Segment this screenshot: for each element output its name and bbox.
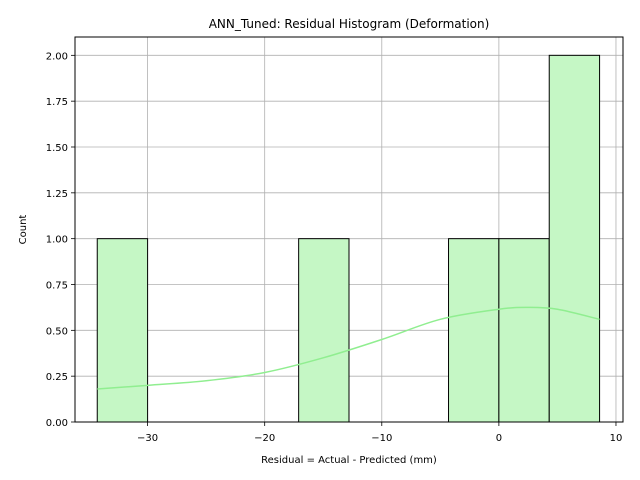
y-tick-label: 0.25 <box>46 372 68 383</box>
plot-frame <box>74 36 624 423</box>
x-tick-label: −20 <box>254 433 275 444</box>
histogram-bars <box>96 54 601 423</box>
histogram-bar <box>96 238 149 423</box>
kde-curve-group <box>97 306 600 390</box>
y-tick-label: 1.00 <box>46 235 68 246</box>
x-tick-label: 10 <box>610 433 623 444</box>
y-tick-label: 0.50 <box>46 326 68 337</box>
x-axis-title: Residual = Actual - Predicted (mm) <box>261 455 437 466</box>
y-tick-label: 2.00 <box>46 51 68 62</box>
histogram-bar <box>448 238 500 423</box>
x-tick-label: 0 <box>496 433 502 444</box>
y-axis-title: Count <box>18 215 29 245</box>
kde-curve <box>97 306 600 390</box>
y-tick-label: 1.25 <box>46 189 68 200</box>
histogram-bar <box>298 238 350 423</box>
histogram-bar <box>548 54 601 423</box>
x-tick-label: −30 <box>137 433 158 444</box>
y-axis-ticks: 0.00 0.25 0.50 0.75 1.00 1.25 1.50 1.75 2.00 <box>46 51 75 429</box>
y-tick-label: 0.75 <box>46 281 68 292</box>
y-tick-label: 1.75 <box>46 97 68 108</box>
y-tick-label: 1.50 <box>46 143 68 154</box>
y-tick-label: 0.00 <box>46 418 68 429</box>
x-tick-label: −10 <box>371 433 392 444</box>
x-axis-ticks: −30 −20 −10 0 10 <box>137 422 622 444</box>
chart-title: ANN_Tuned: Residual Histogram (Deformati… <box>209 17 490 31</box>
histogram-bar <box>498 238 550 423</box>
